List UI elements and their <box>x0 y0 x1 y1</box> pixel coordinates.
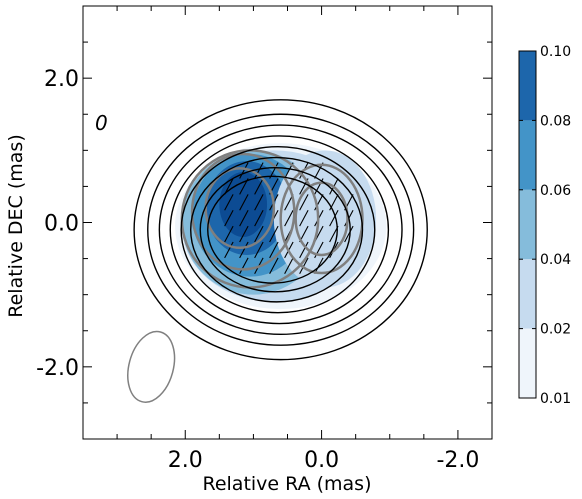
evpa-tick <box>254 241 264 259</box>
colorbar: 0.01 0.02 0.04 0.06 0.08 0.10 <box>518 44 571 407</box>
evpa-tick <box>269 241 279 259</box>
evpa-tick <box>224 225 234 243</box>
colorbar-label: 0.08 <box>540 113 571 129</box>
y-tick-label: 0.0 <box>44 212 79 237</box>
y-tick-label: -2.0 <box>36 356 79 381</box>
total-intensity-contour <box>190 156 364 303</box>
evpa-tick <box>269 257 279 275</box>
evpa-tick <box>299 257 309 275</box>
evpa-tick <box>299 194 309 211</box>
total-intensity-contour <box>147 113 415 346</box>
evpa-tick <box>329 209 339 227</box>
evpa-tick <box>344 225 354 243</box>
x-tick-label: 0.0 <box>304 448 339 473</box>
evpa-tick <box>299 209 309 227</box>
evpa-tick <box>314 257 324 275</box>
evpa-tick <box>239 225 249 243</box>
colorbar-segment <box>519 51 536 121</box>
colorbar-label: 0.01 <box>540 391 571 407</box>
total-intensity-contour <box>169 135 390 325</box>
colorbar-segment <box>519 189 536 260</box>
colorbar-segment <box>519 328 536 398</box>
polarized-contour <box>279 163 364 275</box>
evpa-tick <box>224 209 234 227</box>
total-intensity-contour <box>180 146 376 314</box>
plot-area <box>127 99 428 403</box>
evpa-tick <box>239 257 249 275</box>
colorbar-label: 0.10 <box>540 44 571 60</box>
axis-ticks <box>82 5 493 440</box>
evpa-tick <box>239 194 249 211</box>
colorbar-label: 0.02 <box>540 322 571 338</box>
x-tick-label: -2.0 <box>436 448 479 473</box>
polarized-contour <box>190 152 296 271</box>
evpa-tick <box>269 225 279 243</box>
x-axis-label: Relative RA (mas) <box>202 473 371 495</box>
panel-annotation: 0 <box>95 111 108 135</box>
y-tick-label: 2.0 <box>44 67 79 92</box>
colorbar-label: 0.04 <box>540 252 571 268</box>
evpa-tick <box>284 209 294 227</box>
polarized-contour <box>204 167 276 250</box>
tick-labels: 2.0 0.0 -2.0 2.0 0.0 -2.0 <box>36 67 479 473</box>
evpa-tick <box>254 178 264 195</box>
polarized-fill-region <box>273 150 377 288</box>
colorbar-segment <box>519 120 536 190</box>
evpa-tick <box>224 241 234 259</box>
x-tick-label: 2.0 <box>168 448 203 473</box>
evpa-tick <box>254 209 264 227</box>
evpa-tick <box>239 162 249 179</box>
evpa-tick <box>314 194 324 211</box>
evpa-tick <box>224 194 234 211</box>
evpa-tick <box>254 162 264 179</box>
total-intensity-contour <box>199 166 351 293</box>
evpa-tick <box>299 241 309 259</box>
beam-ellipse <box>127 330 176 403</box>
evpa-tick <box>284 257 294 275</box>
colorbar-segment <box>519 259 536 329</box>
total-intensity-contour <box>158 124 403 336</box>
polarized-contour <box>294 181 349 257</box>
y-axis-label: Relative DEC (mas) <box>5 134 27 317</box>
evpa-tick <box>254 225 264 243</box>
total-intensity-contour <box>207 175 338 284</box>
colorbar-frame <box>518 50 537 399</box>
evpa-tick <box>254 194 264 211</box>
total-intensity-contour <box>133 99 428 361</box>
colorbar-label: 0.06 <box>540 183 571 199</box>
evpa-tick <box>239 209 249 227</box>
evpa-tick <box>239 241 249 259</box>
